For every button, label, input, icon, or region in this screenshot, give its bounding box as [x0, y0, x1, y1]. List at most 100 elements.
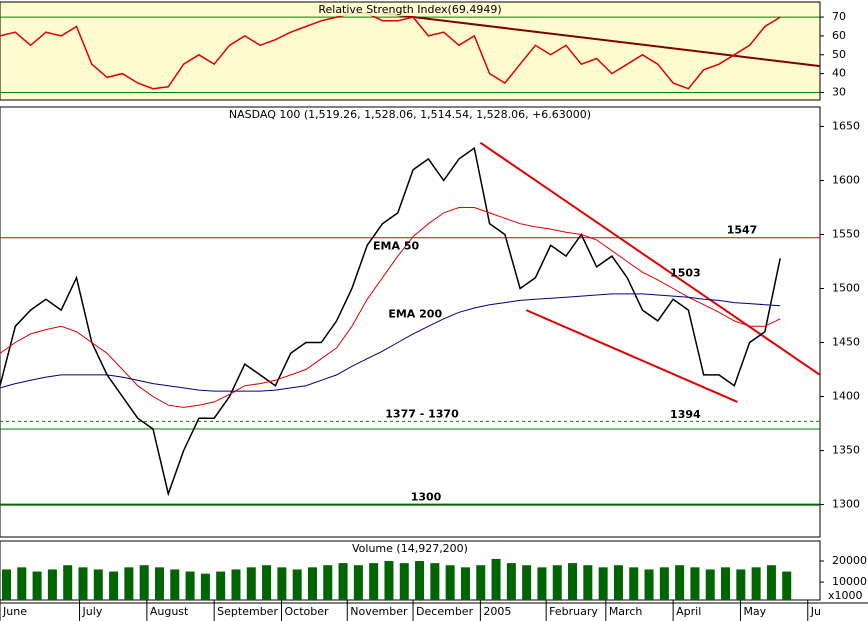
volume-bar [338, 563, 348, 600]
y-tick-label: 1600 [832, 173, 860, 186]
x-tick-label: March [609, 605, 643, 618]
y-tick-label: 1500 [832, 282, 860, 295]
x-tick-label: Ju [810, 605, 821, 618]
trendline [479, 141, 821, 376]
volume-bar [751, 567, 761, 600]
volume-bar [705, 569, 715, 600]
volume-bar [415, 561, 425, 600]
volume-bar [491, 558, 501, 600]
x-tick-label: December [416, 605, 474, 618]
x-tick-label: October [284, 605, 328, 618]
volume-bar [139, 565, 149, 600]
volume-bar [659, 567, 669, 600]
volume-bar [262, 565, 272, 600]
volume-bar [216, 571, 226, 600]
x-tick-label: November [350, 605, 408, 618]
x-tick-label: February [549, 605, 598, 618]
x-tick-label: April [676, 605, 701, 618]
volume-bar [445, 565, 455, 600]
volume-bar [78, 567, 88, 600]
volume-bar [629, 567, 639, 600]
series-line [0, 293, 781, 392]
volume-bar [292, 569, 302, 600]
volume-bar [185, 571, 195, 600]
x-tick-label: July [82, 605, 103, 618]
volume-bar [124, 567, 134, 600]
level-label-bg [396, 407, 448, 420]
y-tick-label: 50 [832, 48, 846, 61]
level-label-bg [400, 490, 452, 503]
volume-bar [460, 567, 470, 600]
level-label: 1377 - 1370 [385, 407, 459, 420]
volume-bar [307, 567, 317, 600]
volume-bar [63, 565, 73, 600]
volume-bar [690, 567, 700, 600]
level-label: 1300 [411, 491, 442, 504]
series-line [0, 207, 781, 408]
title-bg [351, 543, 469, 555]
y-tick-label: 10000 [832, 575, 867, 588]
volume-bar [170, 569, 180, 600]
volume-bar [568, 563, 578, 600]
volume-bar [644, 569, 654, 600]
volume-bar [246, 567, 256, 600]
x-tick-label: June [2, 605, 27, 618]
volume-bar [231, 569, 241, 600]
series-label: EMA 200 [388, 307, 442, 320]
title-bg [310, 4, 510, 16]
y-tick-label: 60 [832, 29, 846, 42]
volume-bar [93, 569, 103, 600]
y-tick-label: 20000 [832, 554, 867, 567]
volume-bar [721, 567, 731, 600]
volume-bar [782, 571, 792, 600]
trendline [525, 309, 738, 403]
volume-bar [369, 563, 379, 600]
volume-bar [476, 565, 486, 600]
volume-bar [277, 567, 287, 600]
y-tick-label: 1550 [832, 227, 860, 240]
volume-bar [399, 563, 409, 600]
unit-label: x1000 [828, 589, 863, 602]
y-tick-label: 1300 [832, 498, 860, 511]
y-tick-label: 30 [832, 85, 846, 98]
volume-bar [598, 567, 608, 600]
volume-bar [736, 569, 746, 600]
chart-title: Volume (14,927,200) [352, 542, 468, 555]
x-tick-label: August [150, 605, 189, 618]
volume-bar [200, 573, 210, 600]
volume-bar [154, 567, 164, 600]
chart-title: NASDAQ 100 (1,519.26, 1,528.06, 1,514.54… [229, 108, 591, 121]
y-tick-label: 1650 [832, 119, 860, 132]
level-label-bg [716, 223, 768, 236]
volume-bar [353, 565, 363, 600]
volume-bar [552, 565, 562, 600]
volume-bar [2, 569, 11, 600]
trendline [382, 12, 821, 68]
volume-bar [506, 563, 516, 600]
volume-bar [583, 565, 593, 600]
volume-bar [384, 561, 394, 600]
panel-background [0, 106, 821, 538]
annotation: 1503 [670, 266, 701, 279]
series-line [0, 146, 781, 497]
title-bg [220, 109, 600, 121]
x-tick-label: September [217, 605, 278, 618]
volume-bar [766, 565, 776, 600]
series-label: EMA 50 [373, 240, 419, 253]
y-tick-label: 1400 [832, 390, 860, 403]
volume-bar [522, 565, 532, 600]
volume-bar [323, 565, 333, 600]
y-tick-label: 1450 [832, 336, 860, 349]
volume-bar [47, 569, 57, 600]
volume-bar [17, 567, 27, 600]
chart-title: Relative Strength Index(69.4949) [318, 3, 501, 16]
volume-bar [430, 563, 440, 600]
x-tick-label: May [743, 605, 766, 618]
x-tick-label: 2005 [483, 605, 511, 618]
level-label: 1547 [727, 224, 758, 237]
y-tick-label: 70 [832, 10, 846, 23]
volume-bar [537, 567, 547, 600]
volume-bar [613, 565, 623, 600]
annotation: 1394 [670, 408, 701, 421]
